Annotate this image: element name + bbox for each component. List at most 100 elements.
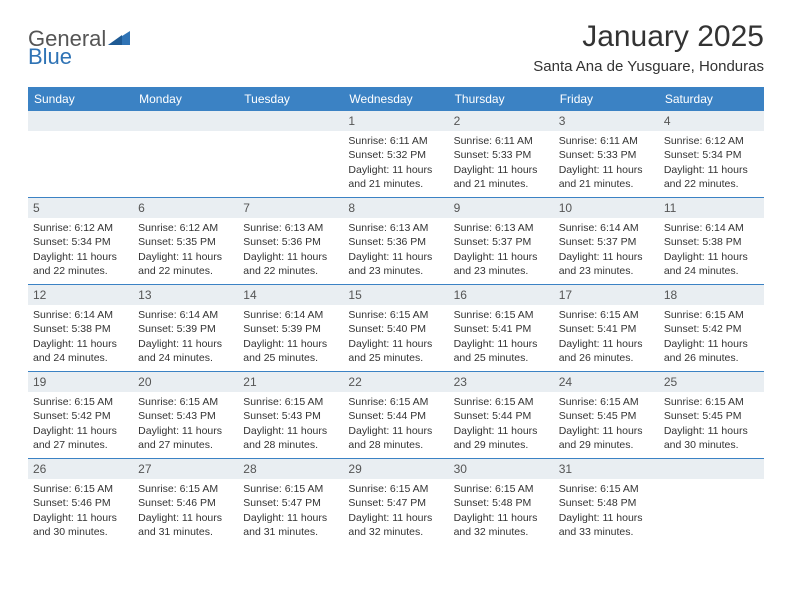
daylight-text-1: Daylight: 11 hours bbox=[664, 337, 759, 351]
sunrise-text: Sunrise: 6:13 AM bbox=[243, 221, 338, 235]
daylight-text-1: Daylight: 11 hours bbox=[559, 511, 654, 525]
week-row: 26Sunrise: 6:15 AMSunset: 5:46 PMDayligh… bbox=[28, 458, 764, 545]
day-details: Sunrise: 6:15 AMSunset: 5:46 PMDaylight:… bbox=[133, 479, 238, 545]
day-details bbox=[28, 131, 133, 191]
daylight-text-2: and 23 minutes. bbox=[454, 264, 549, 278]
day-cell: 1Sunrise: 6:11 AMSunset: 5:32 PMDaylight… bbox=[343, 111, 448, 197]
daylight-text-1: Daylight: 11 hours bbox=[348, 424, 443, 438]
day-number: 28 bbox=[238, 459, 343, 479]
day-number: 7 bbox=[238, 198, 343, 218]
sunset-text: Sunset: 5:40 PM bbox=[348, 322, 443, 336]
daylight-text-2: and 21 minutes. bbox=[348, 177, 443, 191]
brand-triangle-icon bbox=[108, 29, 130, 50]
day-cell bbox=[133, 111, 238, 197]
daylight-text-2: and 32 minutes. bbox=[348, 525, 443, 539]
week-row: 12Sunrise: 6:14 AMSunset: 5:38 PMDayligh… bbox=[28, 284, 764, 371]
day-details: Sunrise: 6:12 AMSunset: 5:35 PMDaylight:… bbox=[133, 218, 238, 284]
day-number: 10 bbox=[554, 198, 659, 218]
daylight-text-1: Daylight: 11 hours bbox=[138, 337, 233, 351]
day-cell: 8Sunrise: 6:13 AMSunset: 5:36 PMDaylight… bbox=[343, 198, 448, 284]
sunrise-text: Sunrise: 6:15 AM bbox=[559, 395, 654, 409]
sunset-text: Sunset: 5:42 PM bbox=[33, 409, 128, 423]
daylight-text-2: and 31 minutes. bbox=[138, 525, 233, 539]
day-number bbox=[659, 459, 764, 479]
day-details: Sunrise: 6:15 AMSunset: 5:46 PMDaylight:… bbox=[28, 479, 133, 545]
sunset-text: Sunset: 5:38 PM bbox=[33, 322, 128, 336]
daylight-text-2: and 22 minutes. bbox=[138, 264, 233, 278]
day-number: 18 bbox=[659, 285, 764, 305]
day-cell: 25Sunrise: 6:15 AMSunset: 5:45 PMDayligh… bbox=[659, 372, 764, 458]
day-details: Sunrise: 6:15 AMSunset: 5:40 PMDaylight:… bbox=[343, 305, 448, 371]
daylight-text-1: Daylight: 11 hours bbox=[138, 250, 233, 264]
daylight-text-1: Daylight: 11 hours bbox=[454, 250, 549, 264]
sunrise-text: Sunrise: 6:15 AM bbox=[664, 308, 759, 322]
sunrise-text: Sunrise: 6:15 AM bbox=[138, 482, 233, 496]
daylight-text-1: Daylight: 11 hours bbox=[454, 163, 549, 177]
daylight-text-2: and 21 minutes. bbox=[559, 177, 654, 191]
day-number bbox=[238, 111, 343, 131]
day-number: 19 bbox=[28, 372, 133, 392]
sunrise-text: Sunrise: 6:15 AM bbox=[454, 308, 549, 322]
sunset-text: Sunset: 5:37 PM bbox=[559, 235, 654, 249]
weekday-header: Wednesday bbox=[343, 87, 448, 111]
day-details bbox=[659, 479, 764, 539]
sunrise-text: Sunrise: 6:13 AM bbox=[454, 221, 549, 235]
weekday-header: Tuesday bbox=[238, 87, 343, 111]
day-number: 29 bbox=[343, 459, 448, 479]
day-cell: 29Sunrise: 6:15 AMSunset: 5:47 PMDayligh… bbox=[343, 459, 448, 545]
day-cell bbox=[28, 111, 133, 197]
day-cell: 7Sunrise: 6:13 AMSunset: 5:36 PMDaylight… bbox=[238, 198, 343, 284]
day-cell: 19Sunrise: 6:15 AMSunset: 5:42 PMDayligh… bbox=[28, 372, 133, 458]
day-details: Sunrise: 6:14 AMSunset: 5:39 PMDaylight:… bbox=[133, 305, 238, 371]
sunrise-text: Sunrise: 6:14 AM bbox=[664, 221, 759, 235]
day-cell: 31Sunrise: 6:15 AMSunset: 5:48 PMDayligh… bbox=[554, 459, 659, 545]
sunset-text: Sunset: 5:45 PM bbox=[664, 409, 759, 423]
title-block: January 2025 Santa Ana de Yusguare, Hond… bbox=[533, 20, 764, 75]
day-cell: 13Sunrise: 6:14 AMSunset: 5:39 PMDayligh… bbox=[133, 285, 238, 371]
sunrise-text: Sunrise: 6:15 AM bbox=[138, 395, 233, 409]
weekday-header: Monday bbox=[133, 87, 238, 111]
sunset-text: Sunset: 5:34 PM bbox=[664, 148, 759, 162]
day-cell: 24Sunrise: 6:15 AMSunset: 5:45 PMDayligh… bbox=[554, 372, 659, 458]
day-cell: 26Sunrise: 6:15 AMSunset: 5:46 PMDayligh… bbox=[28, 459, 133, 545]
sunrise-text: Sunrise: 6:15 AM bbox=[348, 482, 443, 496]
sunrise-text: Sunrise: 6:15 AM bbox=[33, 482, 128, 496]
daylight-text-2: and 24 minutes. bbox=[33, 351, 128, 365]
weekday-header-row: SundayMondayTuesdayWednesdayThursdayFrid… bbox=[28, 87, 764, 111]
day-cell: 18Sunrise: 6:15 AMSunset: 5:42 PMDayligh… bbox=[659, 285, 764, 371]
sunrise-text: Sunrise: 6:11 AM bbox=[454, 134, 549, 148]
daylight-text-2: and 24 minutes. bbox=[138, 351, 233, 365]
day-cell: 12Sunrise: 6:14 AMSunset: 5:38 PMDayligh… bbox=[28, 285, 133, 371]
daylight-text-2: and 27 minutes. bbox=[138, 438, 233, 452]
day-cell: 15Sunrise: 6:15 AMSunset: 5:40 PMDayligh… bbox=[343, 285, 448, 371]
daylight-text-1: Daylight: 11 hours bbox=[348, 250, 443, 264]
sunset-text: Sunset: 5:47 PM bbox=[348, 496, 443, 510]
daylight-text-1: Daylight: 11 hours bbox=[243, 511, 338, 525]
daylight-text-2: and 26 minutes. bbox=[664, 351, 759, 365]
day-number: 8 bbox=[343, 198, 448, 218]
daylight-text-1: Daylight: 11 hours bbox=[559, 337, 654, 351]
day-details: Sunrise: 6:15 AMSunset: 5:42 PMDaylight:… bbox=[659, 305, 764, 371]
daylight-text-1: Daylight: 11 hours bbox=[559, 250, 654, 264]
day-details bbox=[238, 131, 343, 191]
daylight-text-2: and 32 minutes. bbox=[454, 525, 549, 539]
day-number: 12 bbox=[28, 285, 133, 305]
day-number: 1 bbox=[343, 111, 448, 131]
week-row: 5Sunrise: 6:12 AMSunset: 5:34 PMDaylight… bbox=[28, 197, 764, 284]
brand-part2: Blue bbox=[28, 44, 72, 69]
day-details: Sunrise: 6:11 AMSunset: 5:33 PMDaylight:… bbox=[554, 131, 659, 197]
day-details: Sunrise: 6:15 AMSunset: 5:41 PMDaylight:… bbox=[449, 305, 554, 371]
day-cell bbox=[659, 459, 764, 545]
day-number: 22 bbox=[343, 372, 448, 392]
day-cell: 28Sunrise: 6:15 AMSunset: 5:47 PMDayligh… bbox=[238, 459, 343, 545]
sunrise-text: Sunrise: 6:15 AM bbox=[348, 395, 443, 409]
daylight-text-2: and 22 minutes. bbox=[664, 177, 759, 191]
daylight-text-2: and 30 minutes. bbox=[33, 525, 128, 539]
daylight-text-2: and 31 minutes. bbox=[243, 525, 338, 539]
sunrise-text: Sunrise: 6:15 AM bbox=[559, 308, 654, 322]
calendar-page: General January 2025 Santa Ana de Yusgua… bbox=[0, 0, 792, 565]
day-cell: 21Sunrise: 6:15 AMSunset: 5:43 PMDayligh… bbox=[238, 372, 343, 458]
daylight-text-1: Daylight: 11 hours bbox=[664, 250, 759, 264]
sunrise-text: Sunrise: 6:15 AM bbox=[664, 395, 759, 409]
sunset-text: Sunset: 5:44 PM bbox=[348, 409, 443, 423]
